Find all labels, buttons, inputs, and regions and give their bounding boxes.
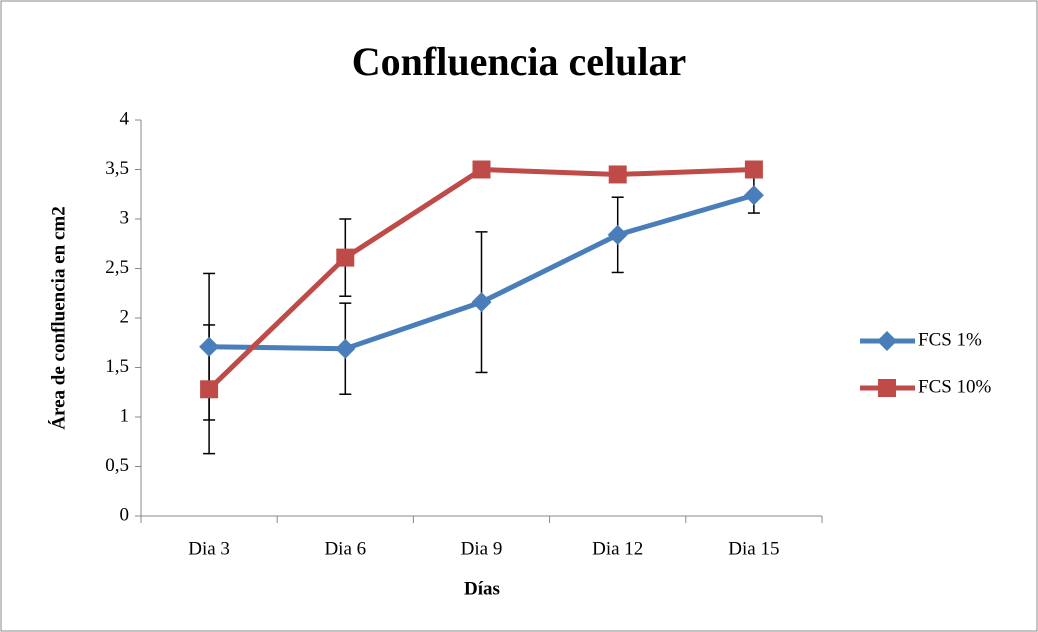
y-tick-label: 4	[120, 108, 130, 129]
legend-label: FCS 10%	[918, 376, 992, 397]
point	[608, 165, 627, 184]
legend-label: FCS 1%	[918, 329, 982, 350]
y-tick-label: 0,5	[105, 455, 129, 476]
point	[199, 336, 220, 357]
y-tick-label: 1,5	[105, 356, 129, 377]
point	[471, 292, 492, 313]
y-tick-label: 2	[120, 306, 130, 327]
point	[743, 185, 764, 206]
x-tick-label: Dia 9	[461, 538, 503, 559]
y-tick-label: 3	[120, 207, 130, 228]
y-tick-label: 2,5	[105, 257, 129, 278]
x-tick-label: Dia 3	[188, 538, 230, 559]
legend-marker	[877, 331, 897, 351]
x-tick-label: Dia 15	[728, 538, 779, 559]
y-tick-label: 3,5	[105, 158, 129, 179]
y-tick-label: 0	[120, 504, 130, 525]
point	[336, 248, 355, 267]
y-tick-label: 1	[120, 405, 130, 426]
point	[607, 224, 628, 245]
point	[744, 160, 763, 179]
point	[335, 338, 356, 359]
x-tick-label: Dia 12	[592, 538, 643, 559]
x-axis-label: Días	[464, 578, 500, 599]
legend-marker	[878, 379, 896, 397]
y-axis-label: Área de confluencia en cm2	[47, 206, 69, 429]
point	[472, 160, 491, 179]
chart-title: Confluencia celular	[352, 39, 686, 84]
x-tick-label: Dia 6	[324, 538, 366, 559]
point	[200, 380, 219, 399]
